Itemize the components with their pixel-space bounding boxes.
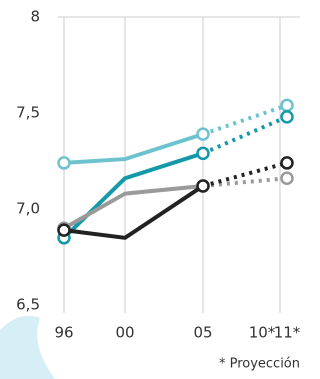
x-tick-label: 96 — [54, 324, 73, 342]
y-tick-label: 8 — [30, 8, 40, 26]
footnote: * Proyección — [219, 357, 300, 372]
point — [282, 111, 293, 122]
point — [198, 148, 209, 159]
point — [282, 100, 293, 111]
y-tick-label: 7,5 — [16, 104, 40, 122]
point — [282, 157, 293, 168]
decoration — [0, 316, 55, 379]
projection-line — [203, 117, 287, 153]
point — [198, 180, 209, 191]
projection-line — [203, 105, 287, 134]
x-tick-label: 05 — [193, 324, 212, 342]
x-tick-label: 00 — [115, 324, 134, 342]
point — [198, 129, 209, 140]
projection-line — [203, 178, 287, 186]
point — [282, 173, 293, 184]
y-tick-label: 6,5 — [16, 296, 40, 314]
point — [59, 225, 70, 236]
series-line — [64, 186, 203, 228]
chart: * Proyección 6,5 7,0 7,5 8 96 00 05 10*11* — [0, 0, 318, 379]
x-tick-label: 10* — [249, 324, 276, 342]
series-line — [64, 153, 203, 237]
x-tick-label: 11* — [274, 324, 301, 342]
point — [59, 157, 70, 168]
y-tick-label: 7,0 — [16, 200, 40, 218]
